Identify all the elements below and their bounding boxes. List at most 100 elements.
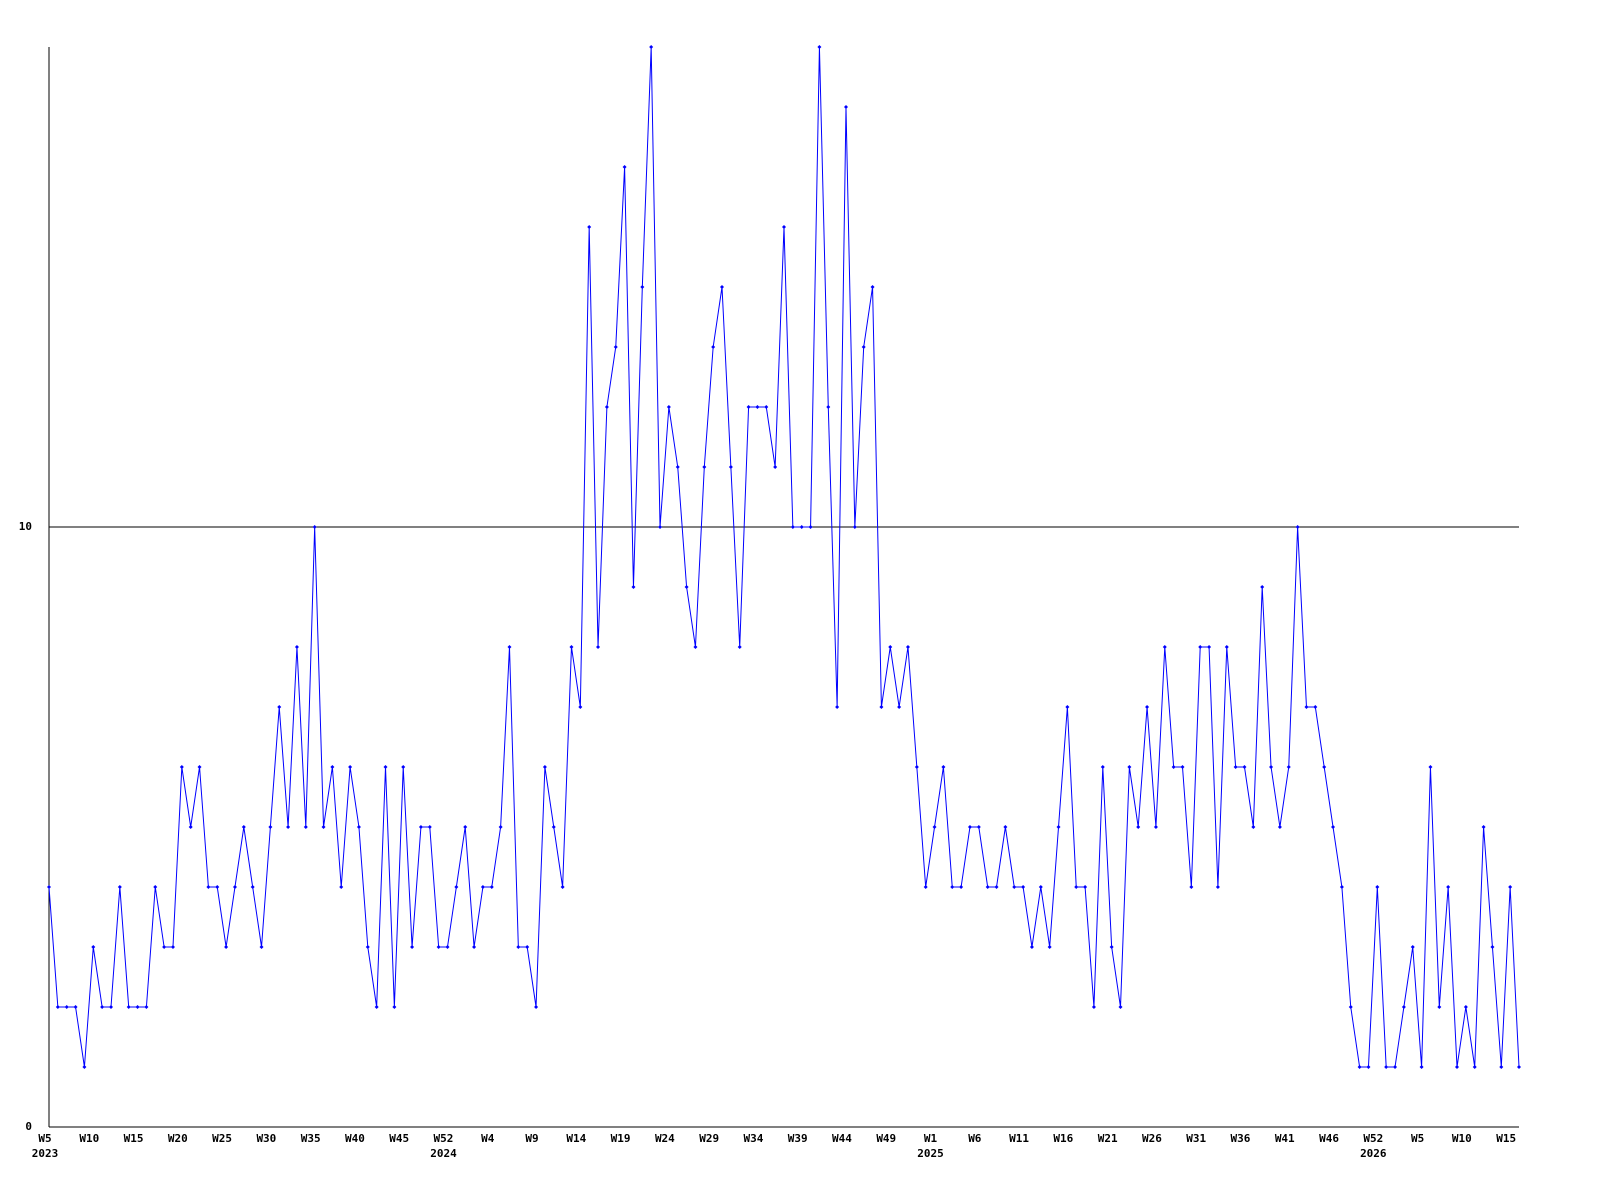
- point: [1047, 945, 1052, 949]
- point: [1269, 765, 1274, 769]
- point: [1366, 1065, 1371, 1069]
- x-tick-label: W49: [876, 1132, 896, 1145]
- point: [1437, 1005, 1442, 1009]
- x-tick-label: W15: [1496, 1132, 1516, 1145]
- point: [410, 945, 415, 949]
- point: [1419, 1065, 1424, 1069]
- point: [303, 825, 308, 829]
- point: [1056, 825, 1061, 829]
- point: [1189, 885, 1194, 889]
- point: [170, 945, 175, 949]
- x-year-label: 2026: [1360, 1147, 1387, 1160]
- point: [976, 825, 981, 829]
- point: [383, 765, 388, 769]
- point: [613, 345, 618, 349]
- point: [1455, 1065, 1460, 1069]
- point: [427, 825, 432, 829]
- point: [888, 645, 893, 649]
- point: [1446, 885, 1451, 889]
- x-tick-label: W4: [481, 1132, 495, 1145]
- point: [604, 405, 609, 409]
- point: [658, 525, 663, 529]
- x-tick-label: W39: [788, 1132, 808, 1145]
- point: [1118, 1005, 1123, 1009]
- point: [232, 885, 237, 889]
- point: [826, 405, 831, 409]
- point: [286, 825, 291, 829]
- y-tick-label: 10: [19, 520, 32, 533]
- point: [206, 885, 211, 889]
- point: [472, 945, 477, 949]
- point: [1180, 765, 1185, 769]
- point: [480, 885, 485, 889]
- point: [728, 465, 733, 469]
- point: [356, 825, 361, 829]
- x-year-label: 2024: [430, 1147, 457, 1160]
- x-tick-label: W21: [1098, 1132, 1118, 1145]
- point: [250, 885, 255, 889]
- point: [1348, 1005, 1353, 1009]
- point: [959, 885, 964, 889]
- point: [1012, 885, 1017, 889]
- point: [941, 765, 946, 769]
- point: [560, 885, 565, 889]
- point: [1428, 765, 1433, 769]
- point: [905, 645, 910, 649]
- point: [463, 825, 468, 829]
- point: [321, 825, 326, 829]
- point: [1127, 765, 1132, 769]
- x-tick-label: W30: [256, 1132, 276, 1145]
- point: [1357, 1065, 1362, 1069]
- point: [1021, 885, 1026, 889]
- point: [188, 825, 193, 829]
- point: [737, 645, 742, 649]
- point: [1393, 1065, 1398, 1069]
- point: [1038, 885, 1043, 889]
- point: [498, 825, 503, 829]
- x-tick-label: W10: [1452, 1132, 1472, 1145]
- x-tick-label: W26: [1142, 1132, 1162, 1145]
- point: [870, 285, 875, 289]
- point: [684, 585, 689, 589]
- x-tick-label: W52: [1363, 1132, 1383, 1145]
- point: [1508, 885, 1513, 889]
- point: [197, 765, 202, 769]
- point: [675, 465, 680, 469]
- point: [542, 765, 547, 769]
- point: [108, 1005, 113, 1009]
- point: [799, 525, 804, 529]
- point: [967, 825, 972, 829]
- point: [773, 465, 778, 469]
- x-tick-label: W19: [611, 1132, 631, 1145]
- point: [153, 885, 158, 889]
- point: [73, 1005, 78, 1009]
- point: [436, 945, 441, 949]
- x-tick-label: W6: [968, 1132, 982, 1145]
- x-tick-label: W52: [434, 1132, 454, 1145]
- point: [551, 825, 556, 829]
- x-tick-label: W10: [79, 1132, 99, 1145]
- point: [790, 525, 795, 529]
- point: [126, 1005, 131, 1009]
- point: [1322, 765, 1327, 769]
- point: [1162, 645, 1167, 649]
- point: [1233, 765, 1238, 769]
- point: [445, 945, 450, 949]
- point: [1091, 1005, 1096, 1009]
- x-year-label: 2023: [32, 1147, 59, 1160]
- point: [312, 525, 317, 529]
- point: [117, 885, 122, 889]
- point: [631, 585, 636, 589]
- point: [1384, 1065, 1389, 1069]
- point: [418, 825, 423, 829]
- point: [516, 945, 521, 949]
- point: [1207, 645, 1212, 649]
- point: [162, 945, 167, 949]
- point: [587, 225, 592, 229]
- point: [720, 285, 725, 289]
- point: [835, 705, 840, 709]
- point: [294, 645, 299, 649]
- x-tick-label: W44: [832, 1132, 852, 1145]
- point: [861, 345, 866, 349]
- point: [392, 1005, 397, 1009]
